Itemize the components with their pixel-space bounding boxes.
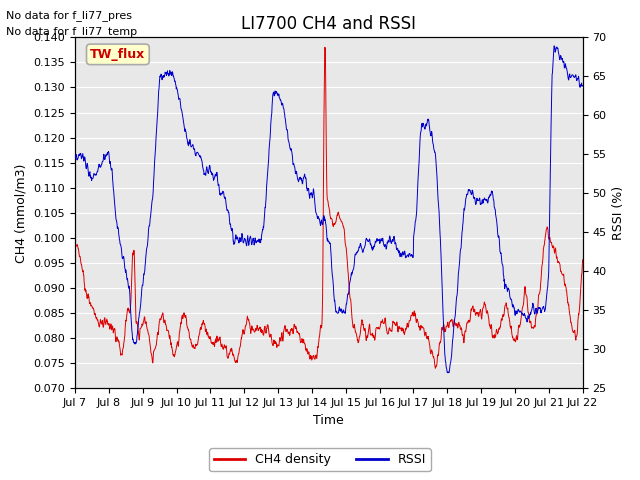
- X-axis label: Time: Time: [314, 414, 344, 427]
- Text: TW_flux: TW_flux: [90, 48, 145, 61]
- Text: No data for f_li77_temp: No data for f_li77_temp: [6, 26, 138, 37]
- Title: LI7700 CH4 and RSSI: LI7700 CH4 and RSSI: [241, 15, 416, 33]
- Y-axis label: CH4 (mmol/m3): CH4 (mmol/m3): [15, 163, 28, 263]
- Legend: CH4 density, RSSI: CH4 density, RSSI: [209, 448, 431, 471]
- Y-axis label: RSSI (%): RSSI (%): [612, 186, 625, 240]
- Text: No data for f_li77_pres: No data for f_li77_pres: [6, 10, 132, 21]
